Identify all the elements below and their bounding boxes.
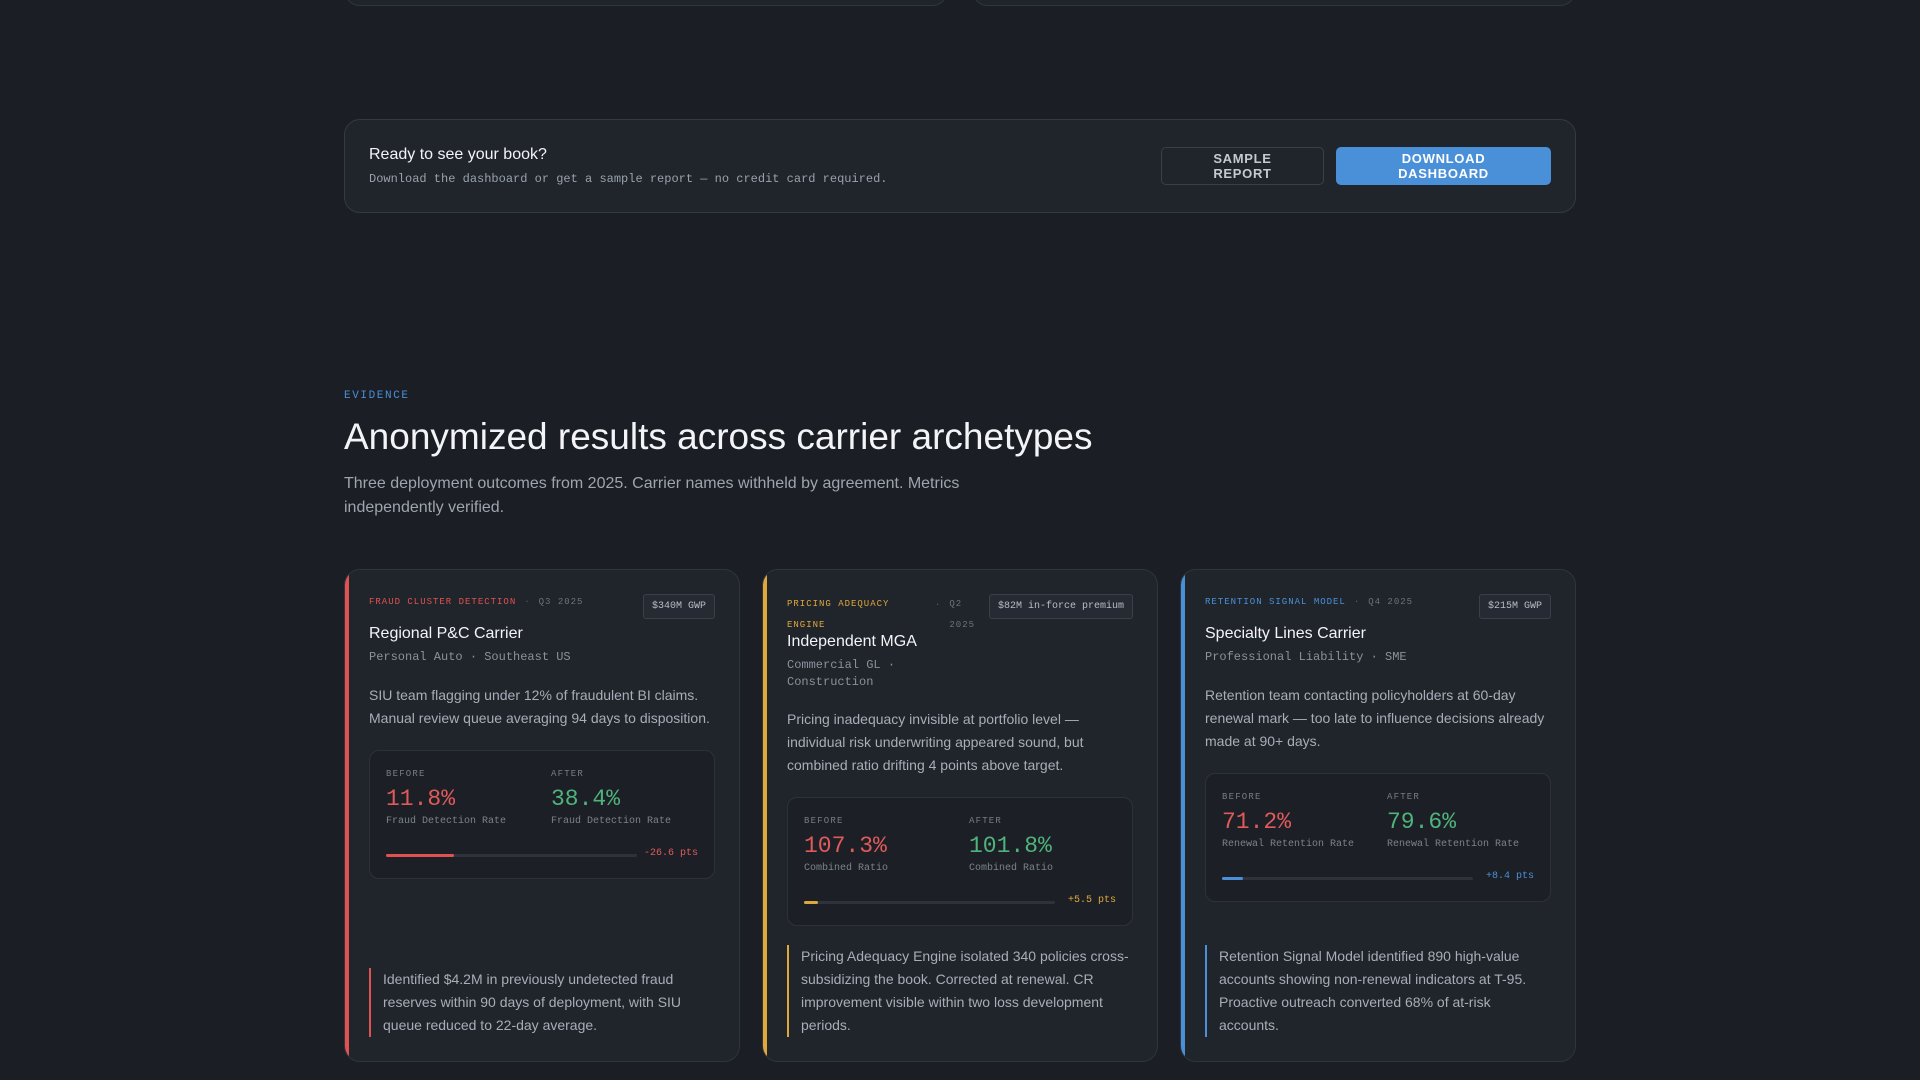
before-caption: Renewal Retention Rate — [1222, 839, 1355, 850]
card-badge: $340M GWP — [642, 594, 715, 619]
case-card-fraud: FRAUD CLUSTER DETECTION · Q3 2025 $340M … — [344, 569, 740, 1062]
card-accent-bar — [763, 570, 767, 1061]
card-subtitle: Commercial GL · Construction — [787, 658, 896, 689]
progress-track — [386, 854, 637, 857]
card-description: Retention team contacting policyholders … — [1205, 687, 1545, 749]
card-period: Q2 2025 — [949, 599, 976, 630]
card-period: Q4 2025 — [1368, 597, 1414, 607]
progress-fill — [386, 854, 454, 857]
after-caption: Combined Ratio — [969, 863, 1054, 874]
after-value: 79.6% — [1387, 809, 1457, 835]
metric-box: BEFORE 71.2% Renewal Retention Rate AFTE… — [1205, 773, 1551, 902]
card-period: Q3 2025 — [538, 597, 584, 607]
card-tag: RETENTION SIGNAL MODEL — [1205, 597, 1346, 607]
metric-box: BEFORE 107.3% Combined Ratio AFTER 101.8… — [787, 797, 1133, 926]
progress-fill — [804, 901, 818, 904]
outcome-quote: Identified $4.2M in previously undetecte… — [369, 968, 715, 1037]
metric-after: AFTER 79.6% Renewal Retention Rate — [1387, 792, 1519, 850]
meta-separator: · — [1353, 597, 1361, 607]
before-label: BEFORE — [386, 769, 426, 779]
card-subtitle: Professional Liability · SME — [1205, 650, 1407, 664]
outcome-quote: Pricing Adequacy Engine isolated 340 pol… — [787, 945, 1133, 1037]
metric-box: BEFORE 11.8% Fraud Detection Rate AFTER … — [369, 750, 715, 879]
progress-track — [804, 901, 1055, 904]
before-label: BEFORE — [804, 816, 844, 826]
meta-separator: · — [524, 597, 531, 607]
sample-report-button[interactable]: SAMPLE REPORT — [1161, 147, 1324, 185]
card-title: Independent MGA — [787, 633, 917, 650]
after-label: AFTER — [551, 769, 585, 779]
after-label: AFTER — [1387, 792, 1421, 802]
card-meta: RETENTION SIGNAL MODEL · Q4 2025 — [1205, 594, 1413, 610]
delta-value: -26.6 pts — [643, 848, 698, 859]
previous-card-left — [344, 0, 948, 6]
before-caption: Combined Ratio — [804, 863, 889, 874]
card-accent-bar — [1181, 570, 1185, 1061]
card-title: Specialty Lines Carrier — [1205, 625, 1366, 642]
delta-value: +8.4 pts — [1485, 871, 1534, 882]
card-tag: PRICING ADEQUACY ENGINE — [787, 599, 890, 630]
card-description: Pricing inadequacy invisible at portfoli… — [787, 711, 1084, 773]
after-label: AFTER — [969, 816, 1003, 826]
before-value: 71.2% — [1222, 809, 1292, 835]
card-tag: FRAUD CLUSTER DETECTION — [369, 597, 517, 607]
cta-text: Ready to see your book? Download the das… — [369, 146, 887, 186]
case-card-pricing: PRICING ADEQUACY ENGINE · Q2 2025 $82M i… — [762, 569, 1158, 1062]
after-value: 101.8% — [969, 833, 1052, 859]
card-title: Regional P&C Carrier — [369, 625, 523, 642]
card-subtitle: Personal Auto · Southeast US — [369, 650, 571, 664]
section-title: Anonymized results across carrier archet… — [344, 416, 1093, 457]
after-value: 38.4% — [551, 786, 621, 812]
case-card-retention: RETENTION SIGNAL MODEL · Q4 2025 $215M G… — [1180, 569, 1576, 1062]
metric-before: BEFORE 107.3% Combined Ratio — [804, 816, 888, 874]
card-meta: PRICING ADEQUACY ENGINE · Q2 2025 — [787, 594, 981, 636]
before-label: BEFORE — [1222, 792, 1262, 802]
before-value: 11.8% — [386, 786, 456, 812]
outcome-quote: Retention Signal Model identified 890 hi… — [1205, 945, 1551, 1037]
cta-banner: Ready to see your book? Download the das… — [344, 119, 1576, 213]
metric-before: BEFORE 11.8% Fraud Detection Rate — [386, 769, 506, 827]
card-badge: $82M in-force premium — [988, 594, 1133, 619]
card-description: SIU team flagging under 12% of fraudulen… — [369, 687, 710, 726]
after-caption: Renewal Retention Rate — [1387, 839, 1520, 850]
metric-before: BEFORE 71.2% Renewal Retention Rate — [1222, 792, 1354, 850]
meta-separator: · — [935, 600, 942, 610]
metric-after: AFTER 38.4% Fraud Detection Rate — [551, 769, 671, 827]
before-caption: Fraud Detection Rate — [386, 816, 507, 827]
card-meta: FRAUD CLUSTER DETECTION · Q3 2025 — [369, 594, 583, 610]
delta-value: +5.5 pts — [1067, 895, 1116, 906]
progress-track — [1222, 877, 1473, 880]
cta-title: Ready to see your book? — [369, 146, 547, 163]
cta-actions: SAMPLE REPORT DOWNLOAD DASHBOARD — [1161, 147, 1551, 185]
card-badge: $215M GWP — [1478, 594, 1551, 619]
cta-subtitle: Download the dashboard or get a sample r… — [369, 172, 888, 186]
section-eyebrow: EVIDENCE — [344, 390, 410, 402]
download-dashboard-button[interactable]: DOWNLOAD DASHBOARD — [1336, 147, 1551, 185]
section-subtitle: Three deployment outcomes from 2025. Car… — [344, 475, 960, 516]
card-accent-bar — [345, 570, 349, 1061]
progress-fill — [1222, 877, 1244, 880]
before-value: 107.3% — [804, 833, 887, 859]
previous-card-right — [972, 0, 1576, 6]
after-caption: Fraud Detection Rate — [551, 816, 672, 827]
metric-after: AFTER 101.8% Combined Ratio — [969, 816, 1053, 874]
